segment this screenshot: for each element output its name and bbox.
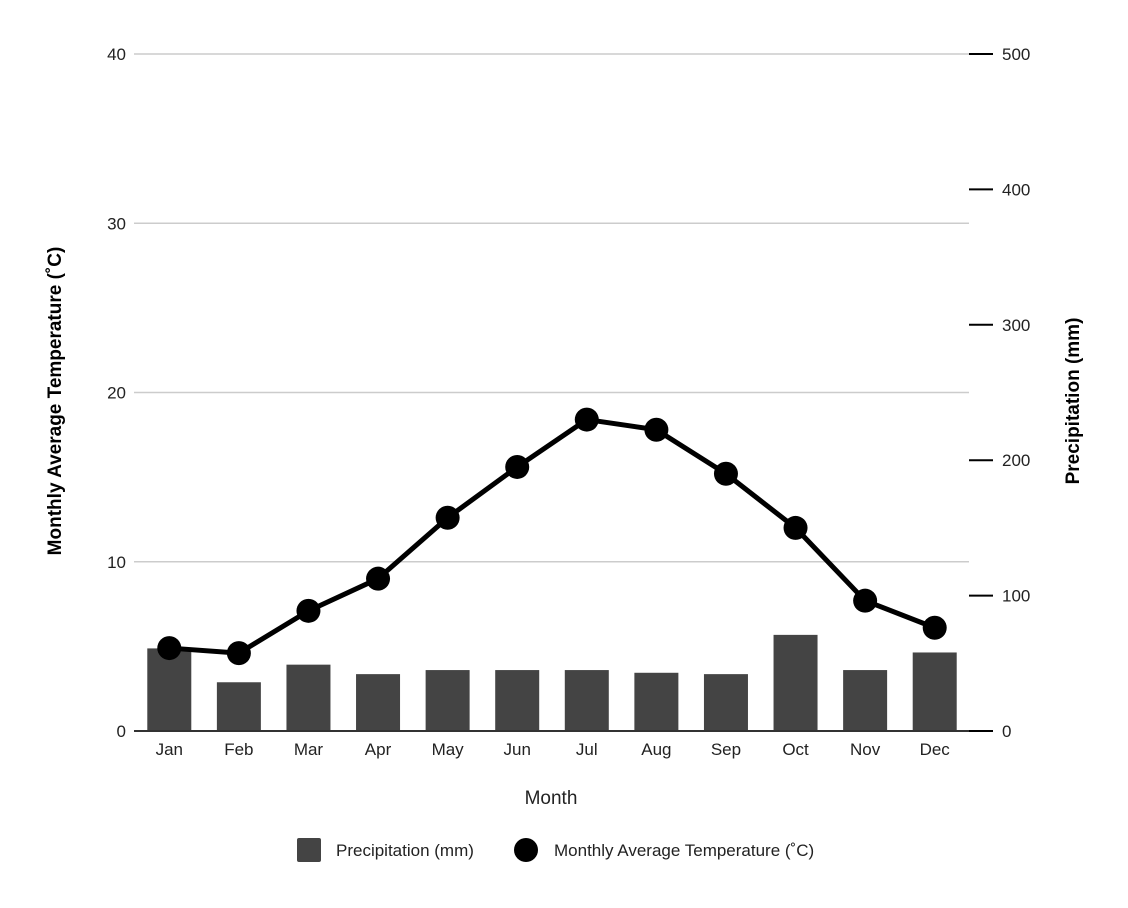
temperature-point [226,641,251,666]
x-axis-tick-label: Jul [576,740,598,759]
temperature-point [574,407,599,432]
x-axis-tick-label: Mar [294,740,324,759]
gridlines [134,53,969,563]
left-axis-tick-label: 20 [107,384,126,403]
x-axis-tick-label: Apr [365,740,392,759]
right-axis-title: Precipitation (mm) [1063,318,1084,485]
precipitation-bar [843,670,888,731]
left-axis-title: Monthly Average Temperature (˚C) [45,247,66,556]
temperature-point [713,461,738,486]
x-axis-tick-label: Jun [503,740,530,759]
precipitation-bar [495,670,540,731]
x-axis-tick-label: Oct [782,740,809,759]
temperature-point [435,505,460,530]
left-axis-tick-label: 10 [107,553,126,572]
x-axis-tick-label: Aug [641,740,671,759]
right-axis-tick-label: 0 [1002,722,1011,741]
temperature-point [783,515,808,540]
x-axis-tick-label: Feb [224,740,253,759]
right-axis-tick-label: 300 [1002,316,1030,335]
temperature-point [296,598,321,623]
legend-label-temperature: Monthly Average Temperature (˚C) [554,841,814,860]
right-axis-tick-label: 400 [1002,180,1030,199]
temperature-point [853,588,878,613]
right-axis-tick-label: 100 [1002,587,1030,606]
precipitation-bar [216,682,261,731]
left-axis-tick-label: 0 [117,722,126,741]
x-axis-tick-label: Sep [711,740,741,759]
left-axis-tick-label: 30 [107,214,126,233]
x-axis-tick-label: Nov [850,740,881,759]
temperature-point [505,454,530,479]
legend: Precipitation (mm) Monthly Average Tempe… [297,838,814,862]
temperature-line [169,417,936,656]
precipitation-bar [912,652,957,731]
temperature-point [157,636,182,661]
precipitation-bar [356,674,401,731]
precipitation-bar [634,672,679,731]
left-axis-tick-label: 40 [107,45,126,64]
precipitation-bar [425,670,470,731]
x-axis-title: Month [525,788,578,809]
temperature-line-layer [157,407,947,666]
precipitation-bar [703,674,748,731]
legend-label-precipitation: Precipitation (mm) [336,841,474,860]
left-axis: 0 10 20 30 40 [107,45,126,741]
x-axis: Jan Feb Mar Apr May Jun Jul Aug Sep Oct Nov Dec [134,730,969,759]
right-axis-tick-label: 200 [1002,451,1030,470]
temperature-point [922,615,947,640]
precipitation-bar [773,634,818,731]
x-axis-tick-label: Dec [920,740,951,759]
precipitation-bar [286,664,331,731]
precipitation-bars [147,634,957,731]
precipitation-bar [564,670,609,731]
temperature-point [644,417,669,442]
x-axis-tick-label: Jan [156,740,183,759]
right-axis-tick-label: 500 [1002,45,1030,64]
legend-swatch-precipitation [297,838,321,862]
right-axis: 0 100 200 300 400 500 [969,45,1030,741]
legend-swatch-temperature [514,838,538,862]
temperature-point [366,566,391,591]
precipitation-bar [147,648,192,731]
x-axis-tick-label: May [432,740,465,759]
